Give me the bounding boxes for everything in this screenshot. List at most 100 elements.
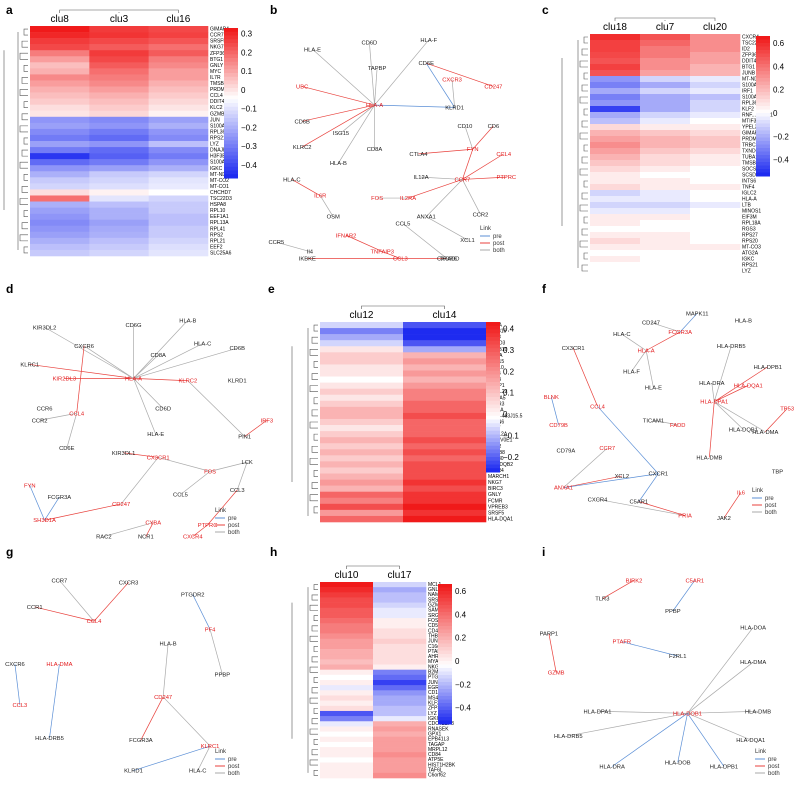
heatmap-cell [30, 147, 90, 154]
row-label: TUBA1B [742, 155, 762, 161]
legend-label-post: post [765, 503, 777, 509]
heatmap-cell [690, 226, 741, 233]
network-edge-post [645, 331, 681, 351]
colorbar-step [486, 419, 500, 424]
heatmap-cell [403, 394, 487, 402]
heatmap-cell [89, 32, 149, 39]
heatmap-cell [640, 154, 691, 161]
heatmap-cell [690, 232, 741, 239]
heatmap-cell [30, 243, 90, 251]
network-node: HLA-DMB [745, 709, 771, 715]
network-edge-pre [563, 473, 659, 489]
row-dendrogram-branch [309, 728, 318, 735]
heatmap-cell [89, 219, 149, 227]
heatmap-cell [403, 400, 487, 408]
row-label: ATP5E [428, 757, 444, 763]
row-dendrogram-branch [579, 168, 588, 176]
colorbar-step [486, 385, 500, 390]
row-label: EIF3M [742, 215, 757, 221]
row-label: TAF6L [428, 768, 443, 774]
heatmap-cell [320, 623, 374, 629]
heatmap-cell [640, 118, 691, 125]
network-node: IL2RA [400, 196, 416, 202]
row-dendrogram-branch [23, 65, 28, 72]
network-edge-both [103, 522, 154, 537]
colorbar-step [756, 102, 770, 107]
row-label: RPL41 [210, 226, 226, 232]
heatmap-cell [640, 238, 691, 245]
heatmap-cell [403, 382, 487, 389]
network-edge-post [123, 452, 159, 458]
colorbar-step [486, 457, 500, 462]
network-edge-pre [192, 594, 211, 630]
heatmap-cell [148, 86, 209, 93]
heatmap-cell [89, 213, 149, 220]
row-label: S100A8 [742, 95, 760, 101]
network-edge-pre [14, 664, 21, 706]
colorbar-step [224, 140, 238, 145]
network-edge-both [197, 745, 211, 771]
colorbar-tick-label: −0.4 [455, 704, 471, 713]
panel-letter-d: d [6, 282, 13, 296]
network-node: KIR2DL3 [53, 376, 77, 382]
heatmap-cell [690, 142, 741, 149]
heatmap-cell [403, 358, 487, 365]
row-label: TXNDC12 [742, 149, 765, 155]
network-edge-both [133, 343, 203, 379]
heatmap-cell [640, 34, 691, 41]
colorbar-step [224, 136, 238, 141]
colorbar-step [756, 78, 770, 82]
row-label: MYADM [428, 659, 446, 665]
network-node: CCL5 [396, 222, 411, 228]
heatmap-cell [320, 358, 404, 365]
network-node: KLRC2 [293, 145, 312, 151]
heatmap-cell [320, 772, 374, 779]
network-edge-both [653, 419, 678, 426]
heatmap-cell [690, 64, 741, 71]
network-node: C5AR1 [630, 500, 649, 506]
network-node: XCL1 [460, 238, 475, 244]
colorbar-step [438, 668, 452, 672]
colorbar-step [438, 612, 452, 616]
network-edge-pre [29, 485, 45, 521]
colorbar-tick-label: 0 [455, 657, 460, 666]
row-dendrogram-branch [313, 769, 318, 776]
network-node: IL6R [314, 194, 326, 200]
panel-letter-c: c [542, 3, 549, 17]
colorbar-tick-label: −0.1 [503, 432, 519, 441]
network-edge-post [44, 503, 122, 521]
heatmap-cell [89, 116, 149, 124]
colorbar-step [224, 43, 238, 48]
colorbar-step [224, 118, 238, 123]
row-label: SOCS1 [742, 167, 759, 173]
colorbar-step [224, 133, 238, 138]
row-dendrogram-branch [583, 180, 588, 188]
heatmap-cell [320, 762, 374, 768]
heatmap-cell [89, 207, 149, 214]
heatmap-cell [373, 695, 427, 701]
row-label: PRDM1 [210, 87, 228, 93]
heatmap-cell [690, 100, 741, 107]
heatmap-cell [89, 201, 149, 208]
network-edge-pre [679, 313, 698, 333]
row-label: LYZ [742, 269, 751, 275]
colorbar-tick-label: −0.2 [773, 132, 789, 141]
row-dendrogram-branch [581, 228, 588, 236]
network-edge-post [302, 104, 375, 148]
row-label: TMSB4X [210, 81, 231, 87]
row-label: ZFP36 [428, 706, 443, 712]
heatmap-cell [148, 201, 209, 208]
heatmap-cell [640, 226, 691, 233]
legend-title: Link [215, 508, 227, 514]
network-node: CD79A [557, 448, 576, 454]
row-label: HSPA8 [210, 202, 226, 208]
colorbar-step [438, 626, 452, 630]
heatmap-cell [89, 50, 149, 57]
heatmap-cell [590, 112, 641, 119]
colorbar-step [486, 329, 500, 334]
row-dendrogram-branch [581, 48, 588, 56]
colorbar-step [756, 130, 770, 135]
heatmap-cell [373, 659, 427, 665]
heatmap-cell [148, 44, 209, 51]
network-node: KLRC1 [20, 362, 39, 368]
